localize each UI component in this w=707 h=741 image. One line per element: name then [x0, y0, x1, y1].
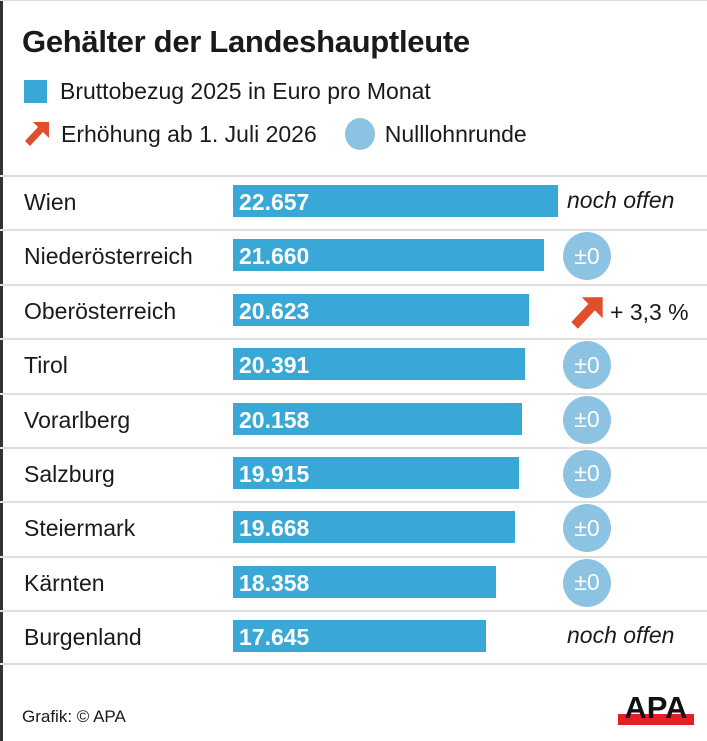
bar-row: Tirol 20.391 ±0 [0, 338, 707, 392]
left-border [0, 0, 3, 741]
bar-row: Steiermark 19.668 ±0 [0, 501, 707, 555]
legend-item-salary: Bruttobezug 2025 in Euro pro Monat [24, 78, 431, 105]
bar: 20.623 [233, 293, 529, 326]
bar-row: Wien 22.657 noch offen [0, 175, 707, 229]
change-open-label: noch offen [567, 622, 675, 649]
bar-row: Vorarlberg 20.158 ±0 [0, 392, 707, 447]
change-open-label: noch offen [567, 187, 675, 213]
bar-rows: Wien 22.657 noch offen Niederösterreich 21… [0, 175, 707, 665]
bar: 19.668 [233, 511, 516, 544]
category-label: Oberösterreich [24, 297, 177, 324]
legend-square-icon [24, 80, 47, 103]
increase-label: + 3,3 % [610, 299, 689, 326]
zero-round-badge: ±0 [563, 558, 611, 607]
chart-title: Gehälter der Landeshauptleute [22, 24, 470, 59]
legend-label: Erhöhung ab 1. Juli 2026 [61, 120, 317, 147]
arrow-up-right-icon [25, 122, 49, 146]
bar-row: Kärnten 18.358 ±0 [0, 555, 707, 610]
bar: 20.391 [233, 348, 526, 381]
legend-label: Nulllohnrunde [384, 120, 527, 147]
category-label: Tirol [24, 352, 68, 379]
category-label: Niederösterreich [24, 243, 193, 270]
zero-round-badge: ±0 [563, 341, 611, 390]
bar-value-label: 20.623 [239, 297, 310, 324]
apa-logo: APA [618, 692, 694, 725]
zero-round-badge: ±0 [563, 395, 611, 444]
bar-value-label: 18.358 [239, 569, 310, 596]
bar-value-label: 19.668 [239, 515, 310, 542]
bar: 18.358 [233, 565, 497, 598]
bar-row: Oberösterreich 20.623 + 3,3 % [0, 283, 707, 338]
bar: 17.645 [233, 620, 487, 653]
category-label: Kärnten [24, 569, 105, 596]
legend-circle-icon [344, 118, 375, 150]
category-label: Vorarlberg [24, 406, 131, 433]
bar-row: Burgenland 17.645 noch offen [0, 610, 707, 665]
top-border [0, 0, 707, 1]
arrow-up-right-icon [571, 297, 603, 329]
bar-value-label: 20.158 [239, 406, 310, 433]
bar: 20.158 [233, 402, 523, 435]
category-label: Burgenland [24, 624, 142, 651]
bar-value-label: 21.660 [239, 243, 310, 270]
legend-label: Bruttobezug 2025 in Euro pro Monat [60, 78, 431, 104]
bar-row: Salzburg 19.915 ±0 [0, 446, 707, 501]
category-label: Steiermark [24, 515, 136, 542]
legend-row-2: Erhöhung ab 1. Juli 2026 Nulllohnrunde [24, 118, 527, 150]
bar: 22.657 [233, 185, 558, 217]
bar-value-label: 19.915 [239, 460, 310, 487]
bar-value-label: 17.645 [239, 624, 310, 651]
bar: 21.660 [233, 239, 544, 272]
bar-row: Niederösterreich 21.660 ±0 [0, 229, 707, 283]
increase-indicator: + 3,3 % [570, 296, 689, 330]
svg-text:APA: APA [624, 692, 687, 725]
source-credit: Grafik: © APA [22, 707, 126, 726]
category-label: Wien [24, 189, 77, 215]
category-label: Salzburg [24, 460, 115, 487]
zero-round-badge: ±0 [563, 449, 611, 498]
zero-round-badge: ±0 [563, 504, 611, 553]
zero-round-badge: ±0 [563, 232, 611, 281]
bar-value-label: 20.391 [239, 352, 310, 379]
bar-value-label: 22.657 [239, 189, 310, 215]
bar: 19.915 [233, 456, 519, 489]
